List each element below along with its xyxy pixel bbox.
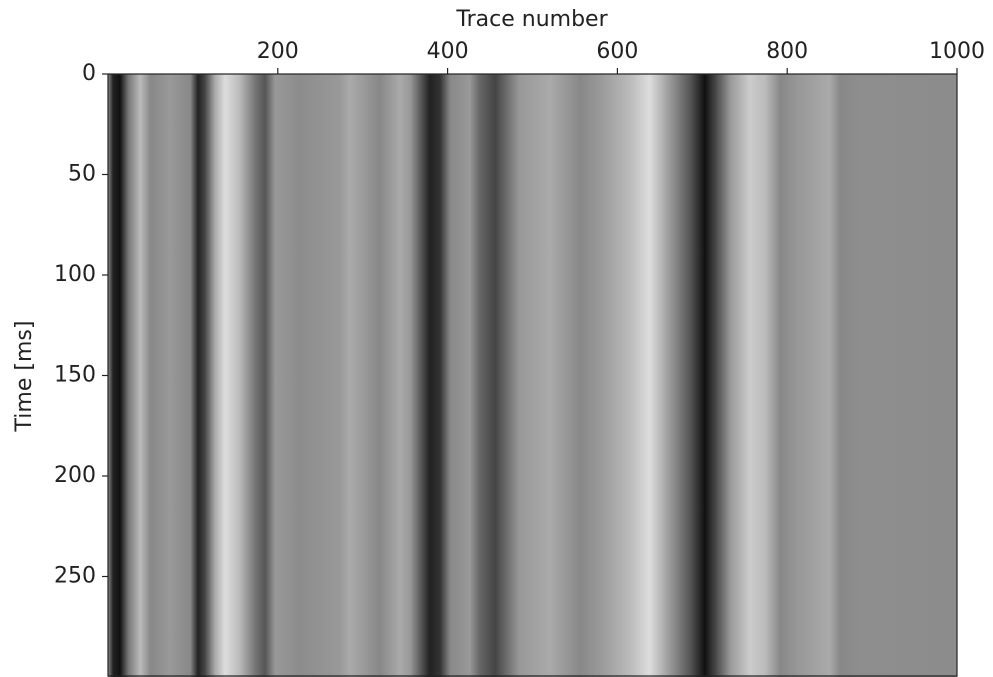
x-tick-label: 800 <box>766 39 808 64</box>
y-tick-label: 150 <box>54 363 96 388</box>
y-axis-label: Time [ms] <box>12 321 37 433</box>
x-tick-label: 400 <box>427 39 469 64</box>
y-tick-label: 0 <box>82 61 96 86</box>
x-tick-label: 1000 <box>929 39 985 64</box>
y-tick-label: 100 <box>54 262 96 287</box>
y-tick-label: 250 <box>54 564 96 589</box>
seismic-image <box>108 74 957 677</box>
y-tick-label: 50 <box>68 162 96 187</box>
x-tick-label: 200 <box>257 39 299 64</box>
y-tick-label: 200 <box>54 463 96 488</box>
x-tick-label: 600 <box>596 39 638 64</box>
x-axis-label: Trace number <box>455 7 608 32</box>
